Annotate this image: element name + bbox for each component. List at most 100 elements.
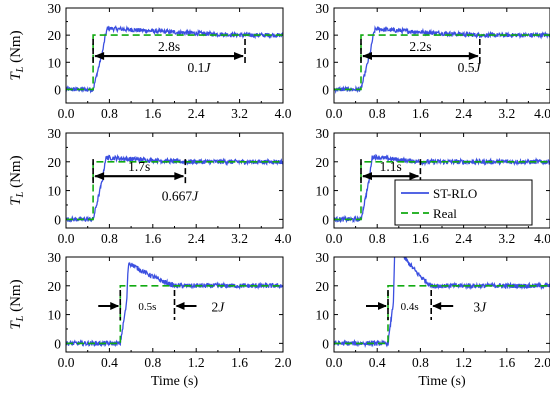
legend: ST-RLO Real xyxy=(394,179,533,226)
panel-label: 0.667J xyxy=(162,189,199,204)
x-tick-label: 2.4 xyxy=(455,231,472,246)
annot-duration: 1.1s xyxy=(380,159,402,174)
series-real xyxy=(66,284,283,345)
panel-label: 2J xyxy=(212,300,226,315)
series-st-rlo xyxy=(66,261,283,348)
y-tick-label: 20 xyxy=(316,155,330,170)
annot-arrowhead-right xyxy=(409,172,420,181)
x-tick-label: 0.8 xyxy=(101,106,118,121)
y-tick-label: 0 xyxy=(322,82,329,97)
plot-frame xyxy=(65,132,284,229)
x-tick-label: 4.0 xyxy=(534,106,550,121)
plot-frame xyxy=(333,132,550,229)
y-tick-label: 20 xyxy=(316,279,330,294)
x-tick-label: 0.8 xyxy=(369,106,386,121)
y-tick-label: 10 xyxy=(48,184,62,199)
y-tick-label: 10 xyxy=(48,308,62,323)
y-tick-label: 10 xyxy=(48,55,62,70)
x-tick-label: 0.8 xyxy=(369,231,386,246)
panel-2: 0.0 0.8 1.6 2.4 3.2 4.0 0 10 20 30 2.2s 0.5J xyxy=(316,1,550,121)
annot-arrowhead-right xyxy=(468,52,479,61)
x-tick-label: 0.4 xyxy=(369,355,386,370)
panel-3: 0.0 0.8 1.6 2.4 3.2 4.0 0 10 20 30 1.7s 0.667J TL (N… xyxy=(8,126,292,246)
series-st-rlo xyxy=(334,257,550,349)
annot-arrowhead-right xyxy=(174,172,185,181)
x-tick-label: 3.2 xyxy=(498,106,515,121)
annot-arrowhead-left xyxy=(362,172,372,181)
annot-duration: 1.7s xyxy=(128,159,150,174)
y-axis-label: TL (Nm) xyxy=(8,30,26,80)
x-tick-label: 0.8 xyxy=(144,355,161,370)
series-real xyxy=(334,34,550,91)
y-tick-label: 20 xyxy=(48,155,62,170)
x-tick-label: 3.2 xyxy=(498,231,515,246)
y-tick-label: 10 xyxy=(316,308,330,323)
x-tick-label: 4.0 xyxy=(275,231,292,246)
legend-item-label: Real xyxy=(433,206,457,221)
annot-arrowhead-left xyxy=(94,52,105,61)
y-tick-label: 0 xyxy=(54,336,61,351)
y-tick-label: 30 xyxy=(316,1,330,16)
legend-box xyxy=(394,179,533,226)
x-tick-label: 3.2 xyxy=(231,106,248,121)
y-tick-label: 30 xyxy=(48,126,62,141)
x-tick-label: 2.4 xyxy=(188,106,205,121)
panel-label: 3J xyxy=(473,300,487,315)
x-tick-label: 4.0 xyxy=(534,231,550,246)
legend-item-label: ST-RLO xyxy=(433,186,477,201)
annot-arrowhead-left xyxy=(94,172,105,181)
x-tick-label: 0.8 xyxy=(101,231,118,246)
x-axis-label: Time (s) xyxy=(151,374,199,389)
x-tick-label: 4.0 xyxy=(275,106,292,121)
y-tick-label: 10 xyxy=(316,184,330,199)
panel-label: 0.1J xyxy=(187,60,211,75)
x-tick-label: 0.0 xyxy=(58,106,75,121)
x-tick-label: 0.0 xyxy=(58,355,75,370)
y-tick-label: 20 xyxy=(48,279,62,294)
y-tick-label: 30 xyxy=(48,1,62,16)
annot-duration: 0.4s xyxy=(401,301,419,313)
plot-frame xyxy=(65,256,284,353)
y-tick-label: 30 xyxy=(316,126,330,141)
annot-duration: 0.5s xyxy=(138,301,156,313)
x-tick-label: 0.4 xyxy=(101,355,118,370)
x-tick-label: 1.6 xyxy=(412,231,429,246)
y-tick-label: 10 xyxy=(316,55,330,70)
x-tick-label: 1.6 xyxy=(412,106,429,121)
annot-arrowhead-right xyxy=(234,52,245,61)
x-tick-label: 1.6 xyxy=(144,106,161,121)
y-tick-label: 30 xyxy=(316,250,330,265)
annot-duration: 2.2s xyxy=(409,39,431,54)
annot-arrowhead-right xyxy=(175,301,185,310)
y-tick-label: 0 xyxy=(54,212,61,227)
x-axis-label: Time (s) xyxy=(418,374,466,389)
x-tick-label: 3.2 xyxy=(231,231,248,246)
panel-1: 0.0 0.8 1.6 2.4 3.2 4.0 0 10 20 30 2.8s 0.1J TL (Nm) xyxy=(8,1,292,121)
panel-6: 0.0 0.4 0.8 1.2 1.6 2.0 0 10 20 30 0.4s 3J Time (s) xyxy=(316,250,550,389)
annot-arrowhead-left xyxy=(110,301,120,310)
annot-arrowhead-right xyxy=(432,301,442,310)
x-tick-label: 0.0 xyxy=(58,231,75,246)
series-real xyxy=(334,284,550,345)
panel-5: 0.0 0.4 0.8 1.2 1.6 2.0 0 10 20 30 0.5s 2J TL (Nm) Ti… xyxy=(8,250,292,389)
panel-label: 0.5J xyxy=(458,60,482,75)
series-st-rlo xyxy=(66,153,283,223)
series-st-rlo xyxy=(334,25,550,95)
annot-duration: 2.8s xyxy=(158,39,180,54)
x-tick-label: 2.4 xyxy=(455,106,472,121)
x-tick-label: 0.0 xyxy=(326,106,343,121)
x-tick-label: 0.8 xyxy=(412,355,429,370)
x-tick-label: 1.6 xyxy=(144,231,161,246)
x-tick-label: 0.0 xyxy=(326,355,343,370)
annot-arrowhead-left xyxy=(378,301,387,310)
series-real xyxy=(334,161,550,221)
y-tick-label: 20 xyxy=(48,28,62,43)
annot-arrowhead-left xyxy=(362,52,372,61)
plot-frame xyxy=(333,7,550,104)
x-tick-label: 2.0 xyxy=(275,355,292,370)
x-tick-label: 1.6 xyxy=(231,355,248,370)
x-tick-label: 2.4 xyxy=(188,231,205,246)
x-tick-label: 1.2 xyxy=(455,355,472,370)
